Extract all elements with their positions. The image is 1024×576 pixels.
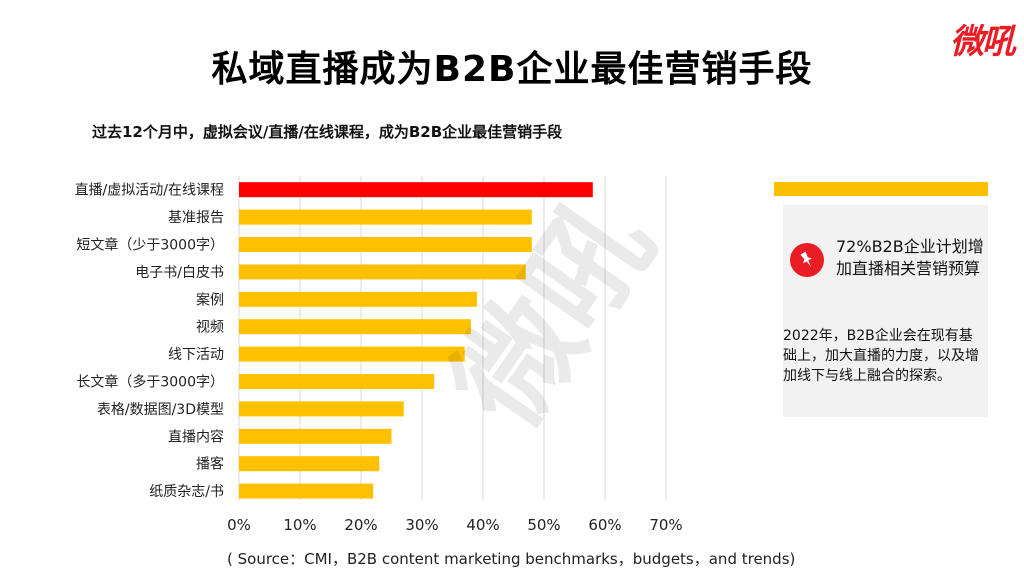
bar: [239, 209, 532, 225]
category-label: 电子书/白皮书: [135, 265, 224, 281]
x-tick-label: 20%: [344, 516, 377, 534]
category-label: 线下活动: [168, 347, 224, 363]
x-tick-label: 60%: [588, 516, 621, 534]
source-note: ( Source：CMI，B2B content marketing bench…: [227, 550, 796, 568]
x-tick-label: 70%: [649, 516, 682, 534]
bar: [239, 483, 374, 499]
x-tick-label: 50%: [527, 516, 560, 534]
bar: [239, 291, 477, 307]
bar: [239, 346, 465, 362]
chart-gridlines: [238, 176, 667, 500]
page-title: 私域直播成为B2B企业最佳营销手段: [211, 49, 813, 90]
info-panel: [783, 205, 988, 417]
x-tick-label: 0%: [227, 516, 251, 534]
x-tick-label: 40%: [466, 516, 499, 534]
bar: [239, 428, 392, 444]
category-label: 长文章（多于3000字）: [76, 374, 224, 391]
bar: [239, 319, 471, 335]
panel-accent-bar: [774, 182, 988, 196]
bar: [239, 401, 404, 417]
category-label: 直播内容: [168, 428, 224, 445]
category-label: 表格/数据图/3D模型: [97, 402, 224, 418]
chart-title: 过去12个月中，虚拟会议/直播/在线课程，成为B2B企业最佳营销手段: [92, 123, 563, 141]
category-label: 案例: [196, 291, 224, 308]
bar: [239, 456, 380, 472]
bar: [239, 237, 532, 252]
bar: [239, 374, 435, 389]
category-label: 视频: [196, 320, 224, 336]
panel-body-text: 2022年，B2B企业会在现有基础上，加大直播的力度，以及增加线下与线上融合的探…: [783, 328, 979, 384]
chart-bars: [239, 182, 593, 499]
x-tick-label: 10%: [283, 516, 316, 534]
brand-logo: 微吼: [950, 22, 1016, 62]
category-label: 基准报告: [168, 209, 224, 226]
x-tick-label: 30%: [405, 516, 438, 534]
category-label: 短文章（少于3000字）: [76, 237, 224, 254]
category-label: 播客: [196, 456, 224, 473]
bar: [239, 182, 593, 198]
chart-x-tick-labels: 0% 10% 20% 30% 40% 50% 60% 70%: [227, 516, 683, 534]
category-label: 纸质杂志/书: [149, 484, 224, 500]
bar: [239, 264, 526, 280]
pushpin-icon: [790, 243, 824, 277]
category-label: 直播/虚拟活动/在线课程: [75, 182, 224, 199]
panel-highlight-text: 72%B2B企业计划增加直播相关营销预算: [836, 237, 984, 278]
